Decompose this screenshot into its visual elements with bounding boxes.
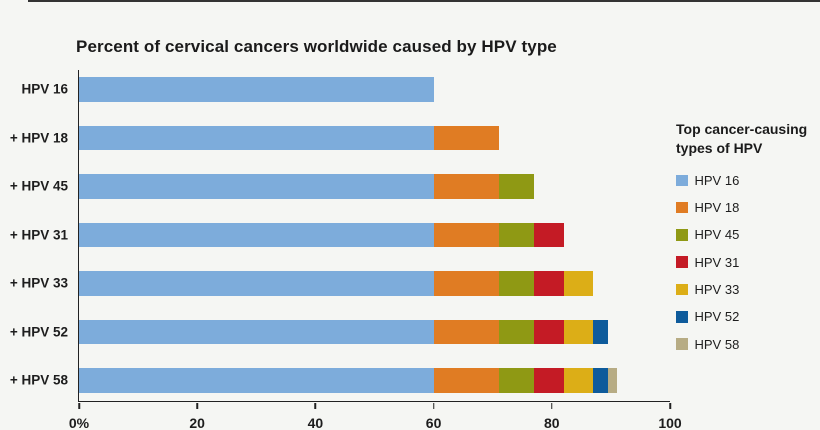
- legend-swatch-icon: [676, 174, 688, 187]
- legend-item-label: HPV 52: [694, 309, 740, 325]
- bar-segment-hpv-16: [79, 319, 434, 344]
- x-axis-tick-mark: [551, 403, 553, 409]
- legend-item-hpv-58: HPV 58: [676, 330, 820, 357]
- legend-item-hpv-18: HPV 18: [676, 194, 820, 221]
- bar-segment-hpv-16: [79, 125, 434, 150]
- bar-segment-hpv-45: [498, 174, 535, 199]
- bar-segment-hpv-16: [79, 222, 434, 247]
- bar-segment-hpv-33: [563, 271, 594, 296]
- legend-swatch-icon: [676, 201, 688, 214]
- bar-segment-hpv-16: [79, 174, 434, 199]
- bar-segment-hpv-45: [498, 319, 535, 344]
- legend-title: Top cancer-causing types of HPV: [676, 121, 808, 157]
- legend-item-label: HPV 58: [694, 336, 740, 352]
- bar-segment-hpv-45: [498, 271, 535, 296]
- bar-segment-hpv-18: [433, 125, 499, 150]
- category-label: + HPV 58: [9, 372, 68, 388]
- legend-item-label: HPV 16: [694, 172, 740, 188]
- legend: Top cancer-causing types of HPV HPV 16 HP…: [676, 120, 820, 358]
- bar-segment-hpv-52: [593, 368, 608, 393]
- bar-segment-hpv-18: [433, 319, 499, 344]
- x-axis-tick-mark: [78, 403, 80, 409]
- category-label: + HPV 45: [9, 178, 68, 194]
- x-axis-tick-label: 100: [658, 415, 682, 430]
- bar-segment-hpv-18: [433, 222, 499, 247]
- category-label: HPV 16: [21, 81, 68, 97]
- bar-segment-hpv-16: [79, 77, 434, 102]
- x-axis-tick-mark: [196, 403, 198, 409]
- bar-segment-hpv-33: [563, 368, 594, 393]
- legend-item-hpv-45: HPV 45: [676, 221, 820, 248]
- category-label: + HPV 52: [9, 324, 68, 340]
- x-axis-tick-mark: [432, 403, 435, 409]
- bar-segment-hpv-31: [534, 368, 564, 393]
- x-axis-tick-label: 0%: [68, 415, 90, 430]
- bar-segment-hpv-45: [498, 222, 535, 247]
- bar-segment-hpv-16: [79, 368, 434, 393]
- legend-item-hpv-52: HPV 52: [676, 303, 820, 330]
- category-label: + HPV 31: [9, 227, 68, 243]
- category-label: + HPV 33: [9, 275, 68, 291]
- legend-item-label: HPV 45: [694, 227, 740, 243]
- legend-swatch-icon: [676, 311, 688, 323]
- bar-segment-hpv-45: [498, 368, 535, 393]
- legend-swatch-icon: [676, 283, 688, 296]
- legend-swatch-icon: [676, 338, 688, 350]
- bar-segment-hpv-31: [534, 222, 564, 247]
- x-axis-tick-label: 40: [307, 415, 324, 430]
- legend-item-hpv-16: HPV 16: [676, 167, 820, 194]
- bar-segment-hpv-18: [433, 174, 499, 199]
- bar-segment-hpv-18: [433, 271, 499, 296]
- x-axis-tick-label: 60: [425, 415, 442, 430]
- legend-item-hpv-31: HPV 31: [676, 249, 820, 276]
- legend-item-label: HPV 31: [694, 254, 740, 270]
- bar-segment-hpv-31: [534, 319, 564, 344]
- x-axis-tick-label: 80: [544, 415, 560, 430]
- bar-segment-hpv-18: [433, 368, 499, 393]
- legend-items: HPV 16 HPV 18 HPV 45 HPV 31 HPV 33 HPV 52 HPV …: [676, 167, 820, 358]
- x-axis-tick-mark: [669, 403, 671, 409]
- x-axis-tick-label: 20: [189, 415, 205, 430]
- legend-item-hpv-33: HPV 33: [676, 276, 820, 303]
- bar-segment-hpv-16: [79, 271, 434, 296]
- legend-swatch-icon: [676, 229, 688, 241]
- bar-segment-hpv-52: [593, 319, 608, 344]
- category-label: + HPV 18: [9, 130, 68, 146]
- x-axis-tick-mark: [314, 403, 317, 409]
- legend-item-label: HPV 18: [694, 200, 740, 216]
- chart-title: Percent of cervical cancers worldwide ca…: [76, 37, 557, 56]
- top-border-line: [28, 0, 820, 2]
- plot-area: 0% 20 40 60 80 100: [69, 70, 682, 430]
- bar-segment-hpv-31: [534, 271, 564, 296]
- legend-swatch-icon: [676, 256, 688, 268]
- legend-item-label: HPV 33: [694, 281, 740, 297]
- bar-segment-hpv-58: [607, 368, 617, 393]
- bar-segment-hpv-33: [563, 319, 594, 344]
